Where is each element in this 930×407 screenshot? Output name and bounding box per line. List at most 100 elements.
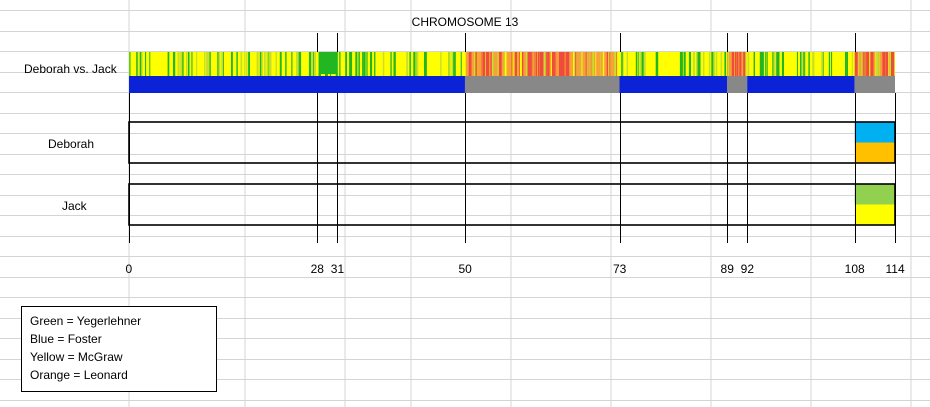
comparison-stripe xyxy=(291,52,293,76)
comparison-stripe xyxy=(501,52,504,76)
comparison-bar xyxy=(129,52,895,93)
comparison-stripe xyxy=(517,52,519,76)
comparison-stripe xyxy=(533,52,535,76)
comparison-stripe xyxy=(614,52,617,76)
comparison-stripe xyxy=(489,52,492,76)
comparison-stripe xyxy=(592,52,594,76)
segment-deborah-top xyxy=(854,122,895,143)
comparison-stripe xyxy=(180,52,183,76)
comparison-stripe xyxy=(637,52,639,76)
comparison-stripe xyxy=(713,52,715,76)
comparison-stripe xyxy=(240,52,243,76)
comparison-stripe xyxy=(473,52,476,76)
comparison-stripe xyxy=(866,52,868,76)
comparison-stripe xyxy=(186,52,188,76)
comparison-stripe xyxy=(244,52,246,76)
comparison-stripe xyxy=(626,52,629,76)
comparison-stripe xyxy=(828,52,830,76)
tick-label: 28 xyxy=(310,262,324,276)
comparison-stripe xyxy=(196,52,198,76)
comparison-stripe xyxy=(720,52,723,76)
row-label-deborah: Deborah xyxy=(48,137,95,151)
match-segment xyxy=(129,76,465,93)
row-box-deborah xyxy=(128,121,896,164)
comparison-stripe xyxy=(298,52,300,76)
no-match-segment xyxy=(854,76,895,93)
comparison-stripe xyxy=(191,52,193,76)
comparison-stripe xyxy=(204,52,206,76)
comparison-stripe xyxy=(570,52,573,76)
comparison-stripe xyxy=(261,52,263,76)
comparison-stripe xyxy=(604,52,607,76)
comparison-stripe xyxy=(741,52,743,76)
comparison-stripe xyxy=(561,52,564,76)
comparison-stripe xyxy=(735,52,738,76)
tick-label: 31 xyxy=(330,262,345,276)
comparison-stripe xyxy=(693,52,695,76)
comparison-stripe xyxy=(861,52,863,76)
comparison-stripe xyxy=(275,52,277,76)
comparison-stripe xyxy=(857,52,859,76)
comparison-stripe xyxy=(697,52,700,76)
comparison-stripe xyxy=(498,52,502,76)
comparison-stripe xyxy=(285,52,287,76)
comparison-stripe xyxy=(205,52,208,76)
comparison-stripe xyxy=(167,52,170,76)
comparison-stripe xyxy=(708,52,711,76)
comparison-stripe xyxy=(610,52,612,76)
tick-label: 92 xyxy=(740,262,755,276)
comparison-stripe xyxy=(858,52,862,76)
comparison-stripe xyxy=(558,52,561,76)
comparison-stripe xyxy=(870,52,874,76)
comparison-stripe xyxy=(559,52,562,76)
comparison-stripe xyxy=(747,52,750,76)
comparison-stripe xyxy=(538,52,540,76)
tick-label: 50 xyxy=(458,262,472,276)
comparison-stripe xyxy=(370,52,373,76)
comparison-stripe xyxy=(680,52,683,76)
comparison-stripe xyxy=(802,52,805,76)
comparison-stripe xyxy=(136,52,138,76)
comparison-stripe xyxy=(566,52,570,76)
comparison-stripe xyxy=(611,52,615,76)
comparison-stripe xyxy=(362,52,364,76)
match-segment xyxy=(747,76,855,93)
comparison-stripe xyxy=(766,52,768,76)
legend-item-green: Green = Yegerlehner xyxy=(30,314,142,328)
comparison-stripe xyxy=(485,52,489,76)
comparison-stripe xyxy=(808,52,810,76)
comparison-stripe xyxy=(259,52,262,76)
comparison-stripe xyxy=(563,52,565,76)
comparison-stripe xyxy=(605,52,609,76)
comparison-stripe xyxy=(765,52,767,76)
comparison-stripe xyxy=(451,52,454,76)
comparison-stripe xyxy=(208,52,211,76)
comparison-stripe xyxy=(812,52,815,76)
tick-label: 89 xyxy=(720,262,734,276)
comparison-stripe xyxy=(424,52,426,76)
comparison-stripe xyxy=(374,52,376,76)
comparison-stripe xyxy=(424,52,427,76)
comparison-stripe xyxy=(760,52,763,76)
comparison-stripe xyxy=(296,52,299,76)
comparison-stripe xyxy=(874,52,876,76)
comparison-stripe xyxy=(696,52,698,76)
comparison-stripe xyxy=(622,52,624,76)
comparison-stripe xyxy=(773,52,776,76)
comparison-stripe xyxy=(565,52,568,76)
comparison-stripe xyxy=(542,52,544,76)
comparison-stripe xyxy=(482,52,486,76)
comparison-stripe xyxy=(509,52,512,76)
comparison-stripe xyxy=(801,52,804,76)
comparison-stripe xyxy=(187,52,190,76)
comparison-stripe xyxy=(854,52,858,76)
comparison-stripe xyxy=(891,52,893,76)
comparison-stripe xyxy=(851,52,854,76)
tick-label: 108 xyxy=(844,262,865,276)
comparison-stripe xyxy=(139,52,142,76)
match-segment xyxy=(619,76,728,93)
comparison-stripe xyxy=(529,52,532,76)
comparison-stripe xyxy=(452,52,455,76)
